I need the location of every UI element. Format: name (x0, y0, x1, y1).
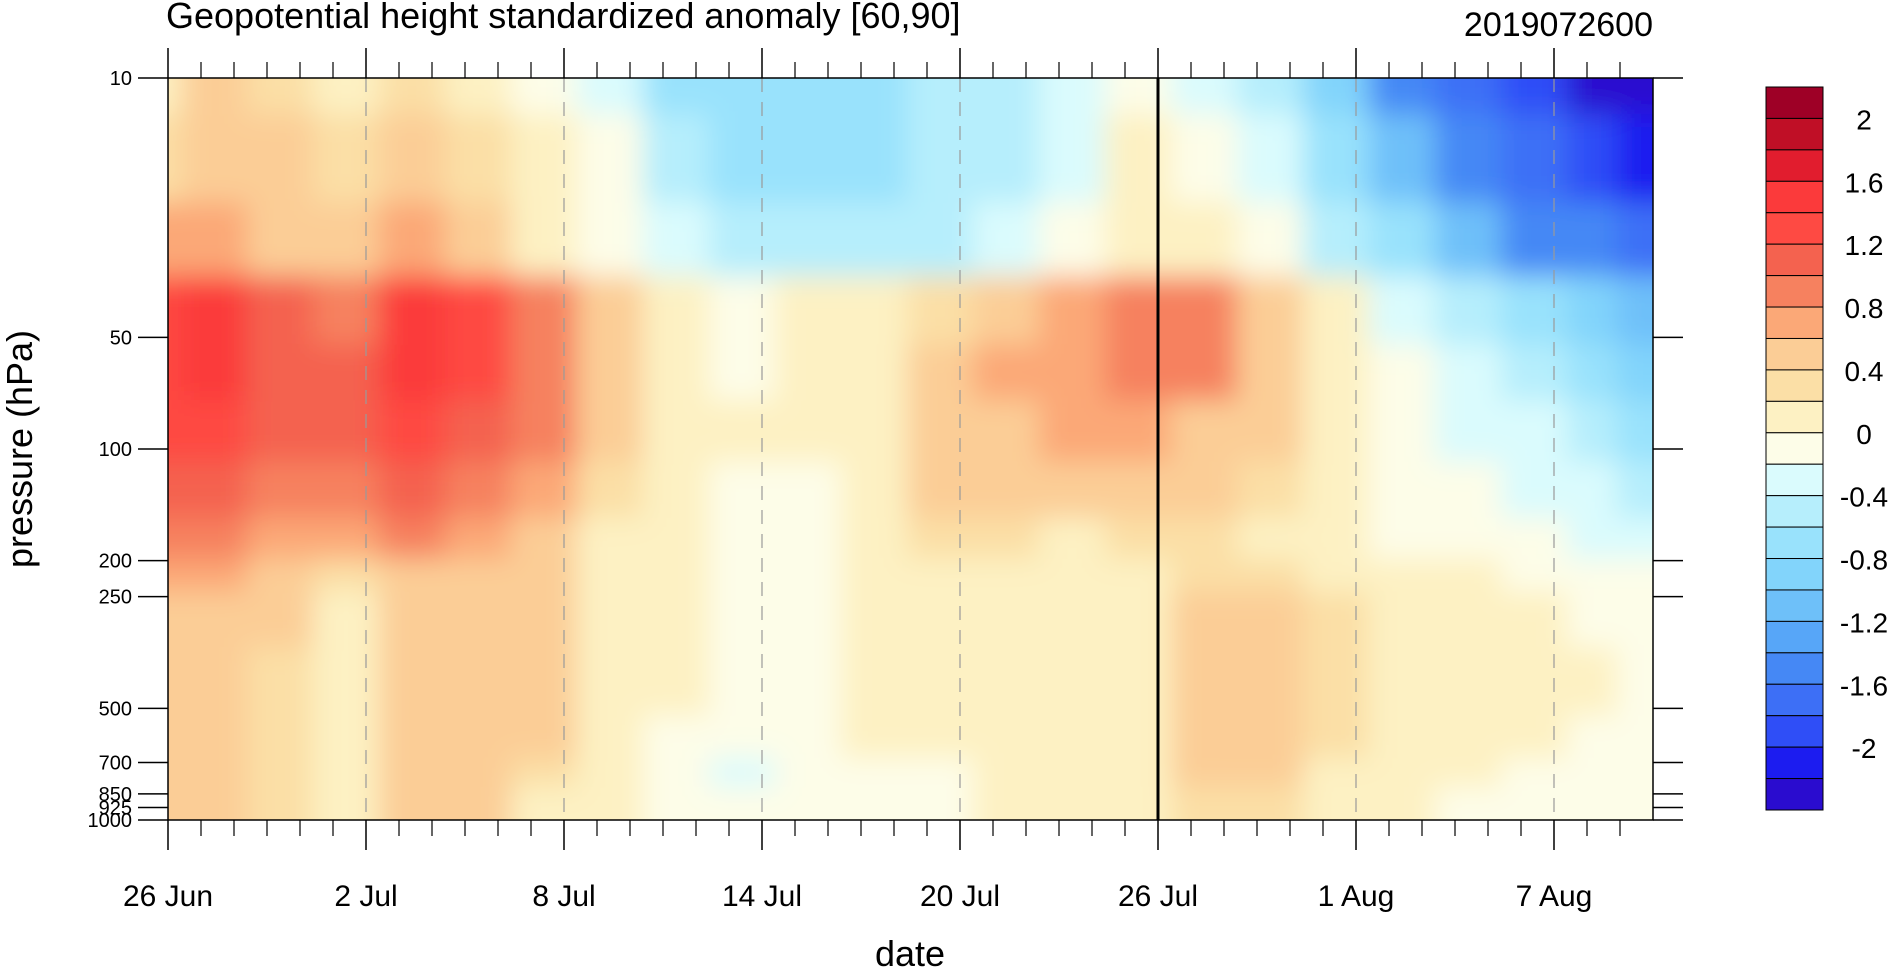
colorbar-label: 0 (1856, 419, 1872, 450)
colorbar-swatch (1765, 558, 1824, 591)
y-tick-label: 200 (99, 551, 132, 573)
colorbar-swatch (1765, 778, 1824, 811)
colorbar-swatch (1765, 715, 1824, 748)
colorbar-swatch (1765, 652, 1824, 685)
colorbar-swatch (1765, 432, 1824, 465)
colorbar-label: -1.2 (1840, 607, 1888, 638)
colorbar-label: 1.6 (1845, 167, 1884, 198)
y-tick-label: 500 (99, 698, 132, 720)
colorbar-label: 1.2 (1845, 230, 1884, 261)
colorbar-swatch (1765, 589, 1824, 622)
x-axis: 26 Jun 2 Jul 8 Jul 14 Jul 20 Jul 26 Jul 1 Aug 7… (123, 48, 1621, 913)
colorbar-swatch (1765, 117, 1824, 151)
colorbar-swatch (1765, 526, 1824, 560)
x-tick-label: 1 Aug (1318, 880, 1395, 913)
colorbar-swatch (1765, 400, 1824, 434)
colorbar-swatch (1765, 306, 1824, 339)
x-tick-label: 20 Jul (920, 880, 1000, 913)
x-tick-label: 26 Jun (123, 880, 213, 913)
x-tick-label: 14 Jul (722, 880, 802, 913)
colorbar-label: -0.4 (1840, 482, 1888, 513)
colorbar-label: 2 (1856, 104, 1872, 135)
y-tick-label: 700 (99, 753, 132, 775)
y-tick-label: 100 (99, 439, 132, 461)
field-cell (1616, 786, 1653, 820)
run-label: 2019072600 (1464, 6, 1653, 44)
colorbar-swatch (1765, 212, 1824, 245)
colorbar-swatch (1765, 275, 1824, 308)
colorbar-label: 0.8 (1845, 293, 1884, 324)
y-tick-label: 925 (99, 797, 132, 819)
colorbar-swatch (1765, 495, 1824, 528)
colorbar-swatch (1765, 337, 1824, 371)
x-tick-label: 26 Jul (1118, 880, 1198, 913)
y-tick-label: 850 (99, 784, 132, 806)
y-tick-label: 10 (110, 68, 132, 90)
colorbar-swatch (1765, 620, 1824, 654)
colorbar-swatch (1765, 369, 1824, 402)
colorbar: 2 1.6 1.2 0.8 0.4 0 -0.4 -0.8 -1.2 -1.6 -2 (1765, 86, 1888, 811)
x-tick-label: 7 Aug (1516, 880, 1593, 913)
colorbar-swatch (1765, 180, 1824, 214)
chart-title: Geopotential height standardized anomaly… (166, 0, 961, 36)
colorbar-label: 0.4 (1845, 356, 1884, 387)
y-tick-label: 250 (99, 587, 132, 609)
colorbar-swatch (1765, 86, 1824, 119)
y-tick-label: 1000 (88, 810, 133, 832)
colorbar-label: -2 (1852, 733, 1877, 764)
colorbar-label: -1.6 (1840, 670, 1888, 701)
x-axis-label: date (875, 933, 945, 969)
colorbar-swatch (1765, 243, 1824, 277)
colorbar-swatch (1765, 463, 1824, 497)
colorbar-swatch (1765, 746, 1824, 780)
date-gridlines (365, 78, 1555, 820)
colorbar-label: -0.8 (1840, 545, 1888, 576)
x-tick-label: 8 Jul (532, 880, 595, 913)
x-tick-label: 2 Jul (334, 880, 397, 913)
y-axis-label: pressure (hPa) (0, 330, 40, 568)
anomaly-field (168, 78, 1653, 820)
colorbar-swatch (1765, 683, 1824, 717)
colorbar-swatch (1765, 149, 1824, 182)
y-tick-label: 50 (110, 327, 132, 349)
